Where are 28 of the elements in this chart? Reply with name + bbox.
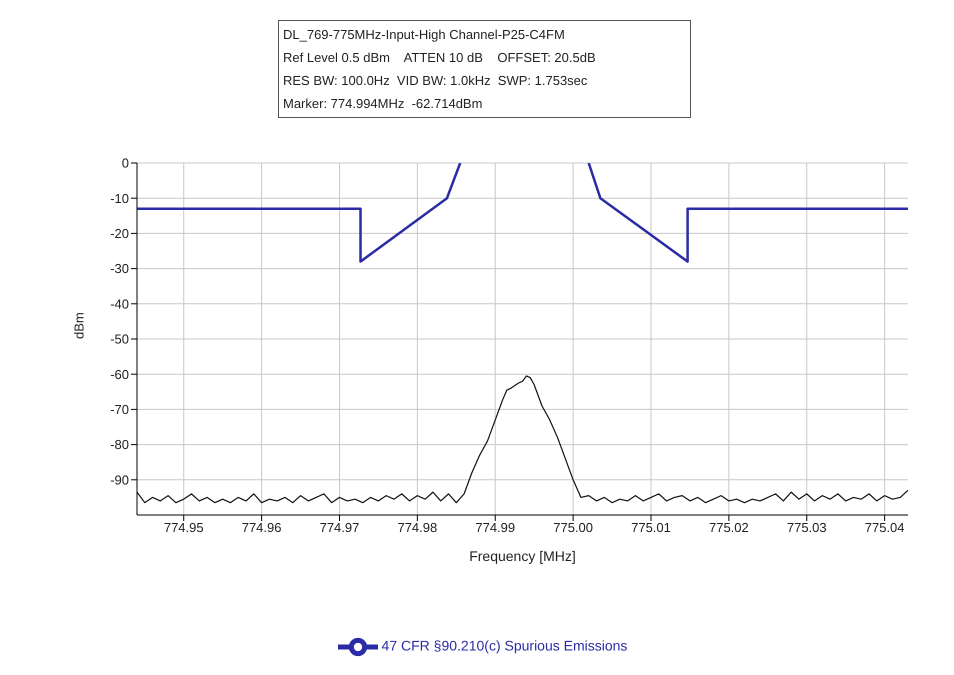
x-tick-label: 775.02 [708,520,749,536]
x-tick-label: 775.04 [864,520,905,536]
y-tick-label: -60 [110,366,129,382]
y-axis-title: dBm [72,312,87,339]
y-tick-label: -80 [110,437,129,452]
x-tick-label: 775.00 [553,520,594,536]
x-axis-title: Frequency [MHz] [469,548,576,564]
y-tick-label: -10 [110,190,129,206]
y-tick-label: -90 [110,472,129,488]
x-tick-label: 774.97 [320,520,360,536]
legend-label: 47 CFR §90.210(c) Spurious Emissions [382,638,628,654]
y-tick-label: -50 [110,332,129,347]
y-tick-label: -70 [110,402,129,418]
x-tick-label: 775.03 [786,520,827,536]
x-tick-label: 774.95 [164,520,204,536]
chart-title: DL_769-775MHz-Input-High Channel-P25-C4FM [283,26,566,44]
x-tick-label: 774.99 [475,520,516,536]
text: Ref Level 0.5 dBm ATTEN 10 dB OFFSET: 20.5dB [283,49,597,67]
text: RES BW: 100.0Hz VID BW: 1.0kHz SWP: 1.753sec [283,72,588,90]
y-tick-label: -40 [110,296,129,312]
x-tick-label: 774.96 [242,520,282,536]
y-tick-label: -20 [110,226,129,242]
x-tick-label: 775.01 [631,520,671,536]
y-tick-label: 0 [122,156,129,171]
y-tick-label: -30 [110,261,129,276]
line-series [137,375,908,504]
x-tick-label: 774.98 [397,520,438,536]
text: Marker: 774.994MHz -62.714dBm [283,95,484,113]
